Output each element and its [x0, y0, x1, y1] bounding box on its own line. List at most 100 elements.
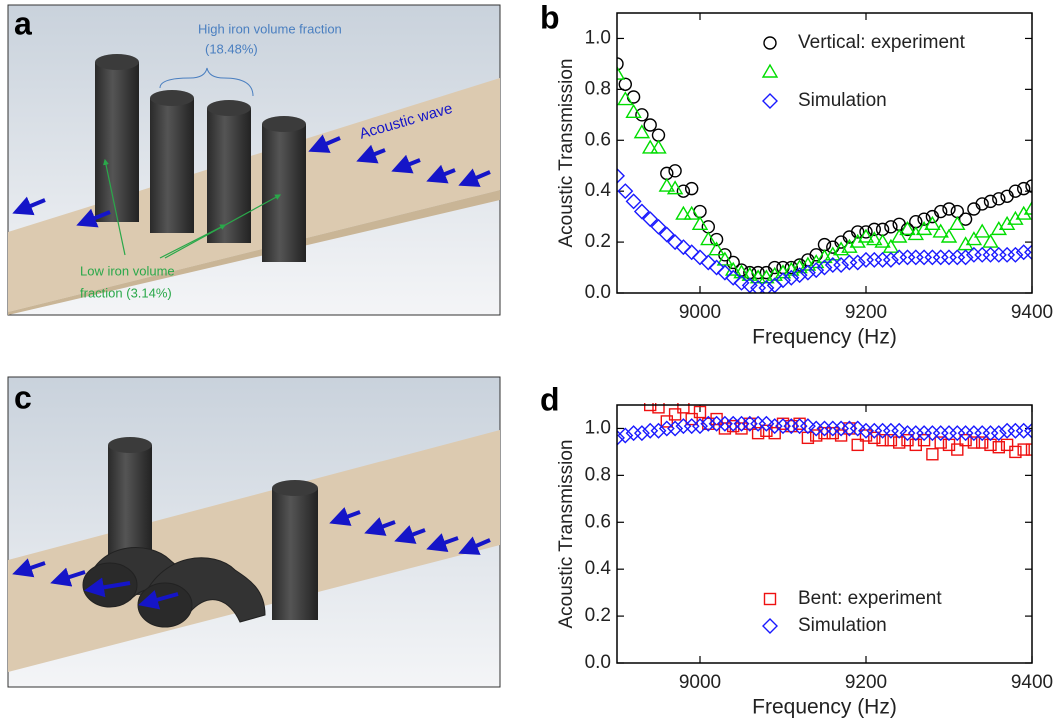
annotation: (18.48%)	[205, 41, 258, 56]
marker	[617, 427, 634, 444]
marker	[866, 422, 883, 439]
y-tick-label: 0.2	[585, 605, 611, 626]
marker	[702, 417, 715, 430]
marker	[733, 274, 750, 291]
marker	[693, 204, 707, 219]
marker	[876, 433, 889, 447]
x-axis-title: Frequency (Hz)	[752, 696, 897, 719]
marker	[701, 220, 715, 234]
marker	[990, 425, 1007, 442]
marker	[726, 255, 740, 270]
marker	[617, 91, 634, 106]
marker	[716, 264, 733, 281]
marker	[932, 223, 949, 238]
marker	[685, 181, 699, 196]
marker	[758, 415, 775, 432]
plot-frame	[616, 404, 1033, 664]
marker	[890, 228, 908, 243]
plot-frame	[616, 12, 1033, 294]
marker	[708, 415, 725, 432]
marker	[824, 420, 841, 437]
wave-arrows	[12, 134, 491, 228]
marker	[926, 448, 939, 461]
plank	[8, 430, 500, 672]
annotation: High iron volume fraction	[198, 21, 342, 36]
x-tick-label: 9400	[1011, 302, 1053, 323]
x-tick-label: 9200	[845, 302, 887, 323]
marker	[942, 202, 956, 216]
marker	[874, 251, 891, 268]
marker	[1023, 200, 1032, 215]
marker	[666, 180, 684, 195]
marker	[668, 164, 682, 178]
legend-marker	[761, 63, 779, 78]
marker	[1009, 445, 1022, 459]
marker	[982, 246, 999, 263]
marker	[626, 90, 641, 104]
marker	[973, 223, 991, 238]
marker	[924, 215, 941, 230]
marker	[651, 128, 666, 142]
marker	[998, 215, 1016, 230]
marker	[675, 418, 692, 435]
marker	[824, 246, 842, 261]
marker	[849, 233, 866, 248]
panel-c: c	[7, 376, 501, 688]
marker	[999, 422, 1016, 439]
x-tick-label: 9200	[845, 672, 887, 693]
marker	[791, 267, 808, 284]
marker	[625, 193, 642, 210]
marker	[917, 212, 931, 226]
marker	[875, 222, 890, 237]
marker	[658, 226, 675, 243]
marker	[843, 422, 856, 435]
marker	[783, 269, 800, 286]
panel-label: d	[540, 381, 560, 417]
marker	[1007, 422, 1024, 439]
marker	[965, 231, 983, 246]
annotation: fraction (3.14%)	[80, 285, 172, 300]
marker	[867, 222, 881, 237]
marker	[758, 279, 775, 293]
marker	[941, 249, 957, 266]
marker	[799, 264, 816, 281]
marker	[934, 204, 948, 219]
marker	[685, 412, 698, 426]
marker	[751, 426, 765, 440]
marker	[1008, 184, 1023, 198]
marker	[692, 418, 708, 435]
bracket	[159, 67, 254, 97]
marker	[660, 415, 673, 428]
marker	[667, 234, 684, 251]
marker	[834, 429, 848, 442]
marker	[1024, 244, 1032, 261]
marker	[899, 220, 916, 236]
marker	[941, 425, 957, 442]
marker	[866, 231, 883, 246]
marker	[617, 429, 625, 446]
y-tick-label: 0.2	[585, 231, 611, 252]
marker	[874, 233, 891, 248]
y-tick-label: 0.0	[585, 652, 611, 673]
marker	[625, 425, 642, 442]
legend-marker	[762, 93, 778, 109]
marker	[882, 251, 899, 268]
marker	[992, 192, 1006, 206]
legend-label: Simulation	[798, 90, 887, 111]
marker	[907, 249, 924, 266]
marker	[700, 254, 717, 271]
marker	[841, 254, 858, 271]
marker	[965, 246, 982, 263]
marker	[857, 228, 875, 243]
marker	[733, 264, 750, 279]
marker	[916, 425, 933, 442]
marker	[999, 246, 1016, 263]
marker	[733, 415, 750, 432]
marker	[951, 443, 964, 456]
marker	[975, 197, 989, 211]
marker	[725, 269, 742, 286]
marker	[909, 215, 923, 229]
y-tick-label: 0.8	[585, 78, 611, 99]
marker	[957, 425, 974, 442]
marker	[858, 422, 874, 439]
